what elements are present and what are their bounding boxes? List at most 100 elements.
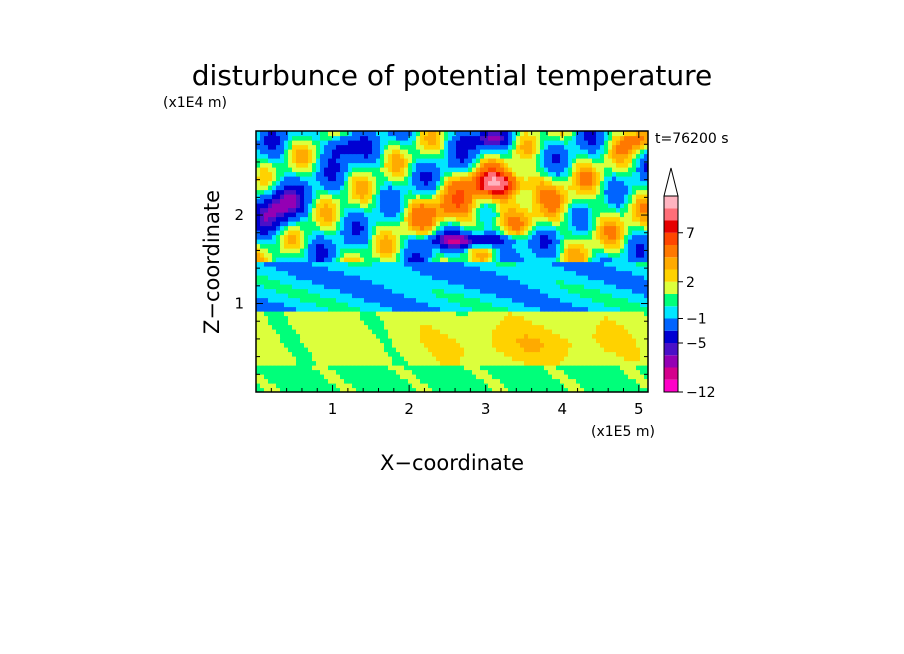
field-cell — [484, 320, 489, 326]
field-cell — [532, 360, 537, 366]
field-cell — [628, 261, 633, 267]
field-cell — [428, 203, 433, 209]
field-cell — [296, 338, 301, 344]
field-cell — [320, 311, 325, 317]
field-cell — [564, 356, 569, 362]
field-cell — [428, 212, 433, 218]
field-cell — [636, 387, 641, 392]
field-cell — [416, 288, 421, 294]
field-cell — [604, 207, 609, 213]
field-cell — [472, 365, 477, 371]
field-cell — [272, 216, 277, 222]
field-cell — [380, 212, 385, 218]
field-cell — [404, 311, 409, 317]
field-cell — [412, 365, 417, 371]
field-cell — [392, 248, 397, 254]
field-cell — [344, 167, 349, 173]
field-cell — [448, 216, 453, 222]
field-cell — [280, 351, 285, 357]
field-cell — [256, 284, 261, 290]
field-cell — [604, 171, 609, 177]
field-cell — [616, 306, 621, 312]
field-cell — [336, 275, 341, 281]
field-cell — [492, 284, 497, 290]
field-cell — [572, 171, 577, 177]
field-cell — [352, 351, 357, 357]
field-cell — [288, 374, 293, 380]
field-cell — [512, 279, 517, 285]
field-cell — [436, 360, 441, 366]
field-cell — [588, 225, 593, 231]
field-cell — [312, 176, 317, 182]
field-cell — [472, 207, 477, 213]
field-cell — [348, 315, 353, 321]
field-cell — [360, 387, 365, 392]
field-cell — [520, 176, 525, 182]
field-cell — [408, 324, 413, 330]
field-cell — [264, 374, 269, 380]
field-cell — [376, 279, 381, 285]
field-cell — [264, 257, 269, 263]
field-cell — [548, 216, 553, 222]
field-cell — [324, 270, 329, 276]
field-cell — [316, 261, 321, 267]
field-cell — [464, 306, 469, 312]
field-cell — [568, 203, 573, 209]
field-cell — [504, 275, 509, 281]
field-cell — [588, 297, 593, 303]
field-cell — [384, 225, 389, 231]
field-cell — [500, 171, 505, 177]
field-cell — [304, 180, 309, 186]
field-cell — [512, 275, 517, 281]
field-cell — [496, 365, 501, 371]
field-cell — [324, 279, 329, 285]
field-cell — [560, 293, 565, 299]
field-cell — [336, 270, 341, 276]
field-cell — [532, 293, 537, 299]
field-cell — [288, 356, 293, 362]
field-cell — [396, 383, 401, 389]
field-cell — [456, 189, 461, 195]
field-cell — [304, 347, 309, 353]
field-cell — [460, 203, 465, 209]
field-cell — [288, 234, 293, 240]
field-cell — [268, 342, 273, 348]
field-cell — [452, 288, 457, 294]
field-cell — [328, 243, 333, 249]
field-cell — [540, 302, 545, 308]
field-cell — [472, 360, 477, 366]
field-cell — [604, 257, 609, 263]
field-cell — [624, 261, 629, 267]
field-cell — [380, 185, 385, 191]
field-cell — [476, 225, 481, 231]
field-cell — [260, 284, 265, 290]
field-cell — [476, 365, 481, 371]
field-cell — [520, 198, 525, 204]
field-cell — [296, 167, 301, 173]
field-row — [256, 216, 648, 222]
field-cell — [284, 279, 289, 285]
field-cell — [540, 315, 545, 321]
field-cell — [480, 252, 485, 258]
field-cell — [340, 288, 345, 294]
field-cell — [632, 248, 637, 254]
field-cell — [640, 221, 645, 227]
field-cell — [496, 338, 501, 344]
field-cell — [376, 171, 381, 177]
field-cell — [532, 180, 537, 186]
field-cell — [620, 378, 625, 384]
field-cell — [412, 315, 417, 321]
field-cell — [544, 221, 549, 227]
field-cell — [312, 248, 317, 254]
field-cell — [516, 180, 521, 186]
field-cell — [616, 180, 621, 186]
field-cell — [568, 297, 573, 303]
field-cell — [360, 360, 365, 366]
field-cell — [640, 315, 645, 321]
field-cell — [432, 302, 437, 308]
field-cell — [480, 302, 485, 308]
field-cell — [272, 378, 277, 384]
field-cell — [440, 194, 445, 200]
field-cell — [300, 293, 305, 299]
field-cell — [256, 347, 261, 353]
